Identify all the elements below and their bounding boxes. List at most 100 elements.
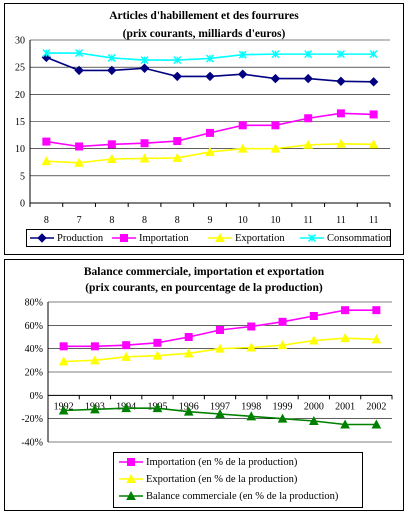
data-point <box>75 142 84 151</box>
data-point <box>205 71 215 82</box>
data-point <box>238 69 248 79</box>
series-2 <box>41 138 379 167</box>
legend-swatch <box>208 232 232 242</box>
data-point <box>341 306 350 315</box>
legend-item: Exportation (en % de la production) <box>118 472 297 486</box>
legend-swatch <box>112 234 136 242</box>
legend-label: Importation (en % de la production) <box>146 456 298 468</box>
chart-panel-trade-balance: Balance commerciale, importation et expo… <box>4 259 404 511</box>
x-tick-label: 1998 <box>241 401 261 412</box>
x-tick-label: 9 <box>208 215 213 226</box>
x-tick-label: 7 <box>77 215 82 226</box>
data-point <box>216 326 224 334</box>
data-point <box>41 156 52 166</box>
data-point <box>183 348 194 358</box>
x-tick-label: 8 <box>44 215 49 226</box>
legend-item: Production <box>29 231 103 245</box>
data-point <box>90 342 99 351</box>
data-point <box>336 138 346 148</box>
data-point <box>371 334 382 344</box>
x-tick-label: 1997 <box>210 401 230 412</box>
x-tick-label: 11 <box>336 215 346 226</box>
data-point <box>340 419 350 429</box>
legend-label: Balance commerciale (en % de la producti… <box>146 490 339 502</box>
x-tick-label: 8 <box>175 215 180 226</box>
data-point <box>369 110 378 119</box>
data-point <box>368 139 379 149</box>
data-point <box>173 137 182 146</box>
y-tick-label: 20% <box>25 368 43 379</box>
legend-label: Exportation (en % de la production) <box>146 473 298 485</box>
chart-legend: Production Importation Exportation Consomma… <box>26 229 391 247</box>
y-tick-label: 15 <box>15 117 25 128</box>
data-point <box>184 333 193 341</box>
y-tick-label: -20% <box>21 414 43 425</box>
data-point <box>107 53 116 62</box>
x-tick-label: 2000 <box>304 401 324 412</box>
chart-title: Balance commerciale, importation et expo… <box>83 266 325 278</box>
legend-marker <box>127 458 135 466</box>
y-tick-label: 80% <box>25 298 43 309</box>
data-point <box>74 65 84 76</box>
legend-marker <box>307 233 317 243</box>
data-point <box>42 137 51 146</box>
data-point <box>172 152 183 162</box>
data-point <box>304 50 313 59</box>
data-point <box>153 338 162 347</box>
data-point <box>308 415 319 425</box>
legend-swatch <box>119 458 143 466</box>
data-point <box>277 413 288 423</box>
data-point <box>304 114 313 123</box>
legend-item: Importation (en % de la production) <box>118 455 297 469</box>
data-point <box>122 341 131 350</box>
data-point <box>238 50 247 59</box>
data-point <box>58 356 69 366</box>
data-point <box>139 153 150 163</box>
data-point <box>303 139 314 149</box>
series-2 <box>58 403 382 429</box>
y-tick-label: 0% <box>30 391 43 402</box>
data-point <box>90 355 100 365</box>
legend-item: Importation <box>111 231 189 245</box>
legend-marker <box>37 233 47 243</box>
data-point <box>246 342 257 352</box>
y-tick-label: -40% <box>21 438 43 449</box>
legend-marker <box>126 490 136 500</box>
data-point <box>277 340 288 350</box>
data-point <box>173 56 182 65</box>
x-tick-label: 8 <box>142 215 147 226</box>
data-point <box>336 50 345 59</box>
y-tick-label: 20 <box>15 90 25 101</box>
legend-item: Consommation <box>299 231 391 245</box>
x-tick-label: 2002 <box>366 401 386 412</box>
data-point <box>270 143 281 153</box>
data-point <box>278 317 287 326</box>
data-point <box>246 411 257 421</box>
legend-swatch <box>30 233 54 243</box>
data-point <box>90 404 100 414</box>
data-point <box>303 73 313 84</box>
data-point <box>247 322 256 331</box>
legend-label: Importation <box>139 232 189 244</box>
x-tick-label: 8 <box>109 215 114 226</box>
data-point <box>140 56 149 65</box>
data-point <box>238 121 247 130</box>
series-1 <box>58 333 382 366</box>
y-tick-label: 30 <box>15 36 25 47</box>
chart-title: Articles d'habillement et des fourrures <box>109 10 299 22</box>
x-tick-label: 2001 <box>335 401 355 412</box>
data-point <box>75 49 84 58</box>
data-point <box>205 146 215 156</box>
y-tick-label: 5 <box>20 171 25 182</box>
series-1 <box>42 109 378 151</box>
legend-label: Exportation <box>235 232 285 244</box>
y-tick-label: 10 <box>15 144 25 155</box>
data-point <box>172 71 182 82</box>
data-point <box>336 76 346 87</box>
x-tick-label: 11 <box>303 215 313 226</box>
data-point <box>215 343 225 353</box>
legend-label: Production <box>57 232 104 244</box>
data-point <box>121 403 132 413</box>
series-3 <box>42 49 378 65</box>
data-point <box>42 49 51 58</box>
